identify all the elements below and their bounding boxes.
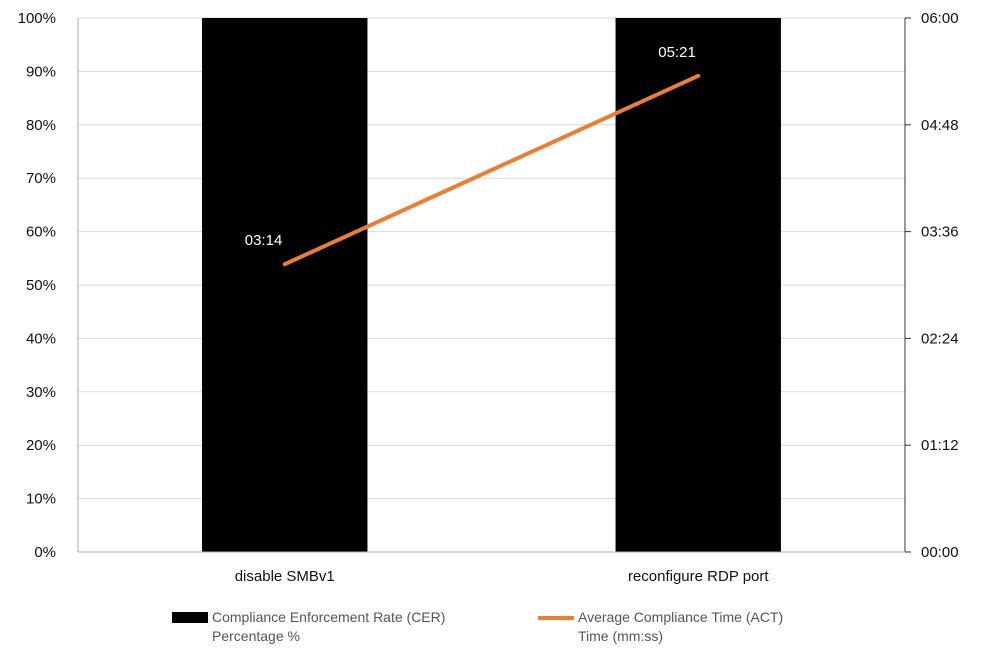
line-series [282,73,701,267]
left-tick-label: 10% [26,491,56,508]
data-labels: 03:14 05:21 [245,44,696,249]
left-tick-label: 70% [26,170,56,187]
combo-chart: disable SMBv1 reconfigure RDP port 03:140… [18,10,959,585]
legend-swatch-line [538,616,574,620]
left-tick-label: 90% [26,63,56,80]
legend-item-cer: Compliance Enforcement Rate (CER) Percen… [172,608,445,646]
legend-act-name: Average Compliance Time (ACT) [578,609,784,625]
left-tick-label: 80% [26,117,56,134]
left-tick-label: 50% [26,277,56,294]
legend-label-act: Average Compliance Time (ACT) Time (mm:s… [578,608,783,646]
right-tick-label: 06:00 [921,10,959,27]
left-tick-label: 0% [34,544,56,561]
legend-act-subname: Time (mm:ss) [578,628,664,644]
right-axis [904,17,911,553]
right-tick-label: 01:12 [921,437,959,454]
legend-swatch-bar [172,612,208,623]
legend-cer-subname: Percentage % [212,628,300,644]
left-tick-label: 40% [26,330,56,347]
data-label: 05:21 [658,44,696,61]
left-tick-label: 100% [18,10,56,27]
legend-cer-name: Compliance Enforcement Rate (CER) [212,609,446,625]
legend: Compliance Enforcement Rate (CER) Percen… [0,608,987,649]
right-tick-label: 02:24 [921,330,959,347]
right-tick-label: 00:00 [921,544,959,561]
left-tick-label: 20% [26,437,56,454]
category-label: disable SMBv1 [235,568,335,585]
category-labels: disable SMBv1 reconfigure RDP port [235,568,770,585]
bar [615,18,781,552]
left-tick-labels: 0% 10% 20% 30% 40% 50% 60% 70% 80% 90% 100% [18,10,56,561]
left-tick-label: 60% [26,224,56,241]
legend-label-cer: Compliance Enforcement Rate (CER) Percen… [212,608,445,646]
bar [202,18,368,552]
category-label: reconfigure RDP port [628,568,769,585]
right-tick-label: 03:36 [921,224,959,241]
right-tick-label: 04:48 [921,117,959,134]
data-label: 03:14 [245,232,283,249]
legend-item-act: Average Compliance Time (ACT) Time (mm:s… [538,608,783,646]
bar-series [202,18,781,552]
right-tick-labels: 00:00 01:12 02:24 03:36 04:48 06:00 [921,10,959,561]
series-line [282,73,701,267]
left-tick-label: 30% [26,384,56,401]
